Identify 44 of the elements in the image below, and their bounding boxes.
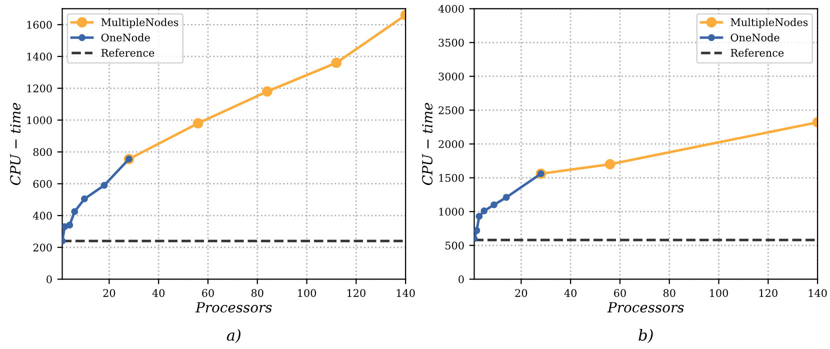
y-tick-label: 2000 [438, 140, 464, 148]
x-tick-label: 140 [808, 289, 827, 297]
y-tick-label: 200 [33, 244, 52, 252]
y-tick-label: 800 [33, 148, 52, 156]
x-tick-label: 60 [202, 289, 214, 297]
y-tick-label: 1600 [27, 20, 52, 29]
y-tick-label: 3000 [438, 72, 464, 80]
y-tick-label: 1000 [27, 116, 52, 124]
legend-label: MultipleNodes [730, 18, 808, 28]
x-tick-label: 140 [396, 289, 415, 297]
y-tick-label: 1200 [27, 84, 52, 92]
x-axis-title: Processors [195, 302, 272, 313]
y-tick-label: 400 [32, 212, 52, 220]
y-tick-label: 0 [458, 275, 464, 284]
x-tick-label: 20 [515, 289, 528, 297]
text: b) [638, 328, 653, 343]
x-tick-label: 20 [103, 289, 116, 297]
legend-label: OneNode [101, 33, 150, 42]
y-tick-label: 3500 [438, 38, 464, 47]
x-tick-label: 60 [614, 289, 626, 297]
text: a) [226, 328, 240, 343]
x-tick-label: 40 [152, 289, 165, 297]
x-tick-label: 120 [759, 289, 778, 297]
legend-label: OneNode [730, 33, 780, 42]
x-tick-label: 120 [348, 289, 366, 297]
y-axis-title: CPU − time [422, 102, 433, 185]
y-tick-label: 1500 [439, 174, 464, 182]
x-axis-title: Processors [607, 302, 684, 313]
legend-label: Reference [101, 48, 154, 57]
x-tick-label: 100 [710, 289, 728, 297]
x-tick-label: 80 [663, 289, 676, 297]
y-tick-label: 4000 [438, 4, 464, 13]
legend-label: Reference [730, 48, 784, 57]
x-tick-label: 100 [298, 289, 316, 297]
y-tick-label: 2500 [438, 106, 464, 114]
y-tick-label: 600 [33, 180, 52, 188]
y-tick-label: 1000 [439, 208, 464, 216]
y-tick-label: 500 [446, 242, 464, 250]
legend-label: MultipleNodes [101, 18, 178, 28]
y-axis-title: CPU − time [10, 102, 21, 185]
x-tick-label: 40 [564, 289, 576, 297]
y-tick-label: 1400 [27, 52, 52, 61]
x-tick-label: 80 [251, 289, 264, 297]
y-tick-label: 0 [46, 275, 52, 284]
